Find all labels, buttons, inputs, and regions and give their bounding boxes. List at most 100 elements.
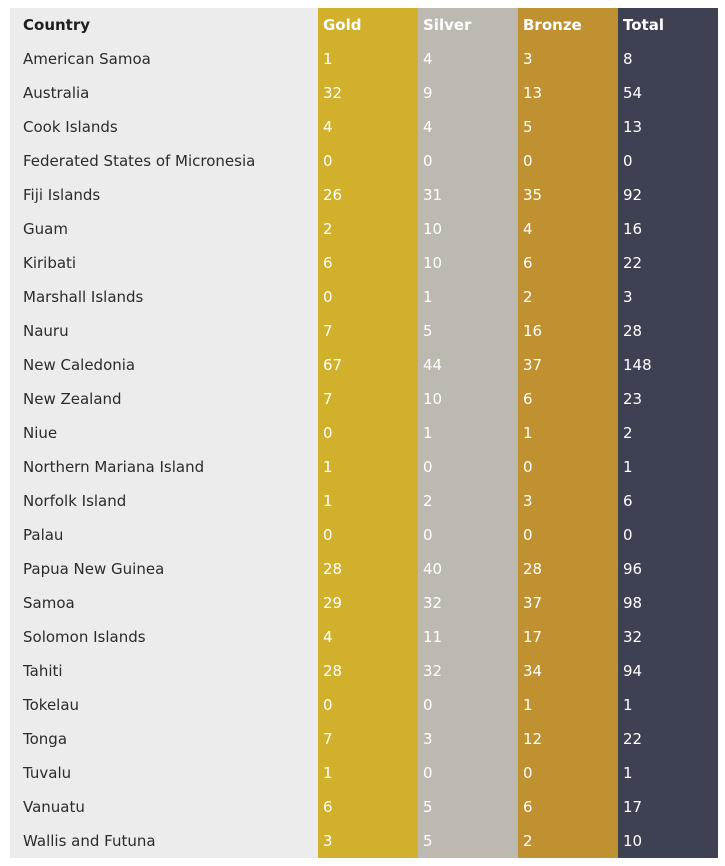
cell-gold: 6 — [318, 246, 418, 280]
cell-total: 16 — [618, 212, 718, 246]
cell-silver: 0 — [418, 450, 518, 484]
cell-country: Tonga — [10, 722, 318, 756]
cell-silver: 10 — [418, 382, 518, 416]
table-row: Tonga 7 3 12 22 — [10, 722, 718, 756]
cell-gold: 28 — [318, 654, 418, 688]
cell-bronze: 6 — [518, 790, 618, 824]
cell-bronze: 35 — [518, 178, 618, 212]
cell-country: Northern Mariana Island — [10, 450, 318, 484]
header-total[interactable]: Total — [618, 8, 718, 42]
cell-gold: 0 — [318, 688, 418, 722]
cell-country: American Samoa — [10, 42, 318, 76]
table-row: New Zealand 7 10 6 23 — [10, 382, 718, 416]
table-row: Vanuatu 6 5 6 17 — [10, 790, 718, 824]
cell-gold: 3 — [318, 824, 418, 858]
table-row: Tahiti 28 32 34 94 — [10, 654, 718, 688]
cell-gold: 1 — [318, 450, 418, 484]
cell-bronze: 34 — [518, 654, 618, 688]
cell-bronze: 37 — [518, 348, 618, 382]
cell-country: Fiji Islands — [10, 178, 318, 212]
table-row: Cook Islands 4 4 5 13 — [10, 110, 718, 144]
cell-country: Norfolk Island — [10, 484, 318, 518]
table-row: Tuvalu 1 0 0 1 — [10, 756, 718, 790]
cell-gold: 67 — [318, 348, 418, 382]
table-row: Solomon Islands 4 11 17 32 — [10, 620, 718, 654]
cell-bronze: 0 — [518, 756, 618, 790]
header-silver[interactable]: Silver — [418, 8, 518, 42]
cell-country: Marshall Islands — [10, 280, 318, 314]
cell-silver: 11 — [418, 620, 518, 654]
cell-bronze: 37 — [518, 586, 618, 620]
cell-total: 96 — [618, 552, 718, 586]
cell-gold: 26 — [318, 178, 418, 212]
cell-bronze: 3 — [518, 484, 618, 518]
header-country[interactable]: Country — [10, 8, 318, 42]
cell-total: 23 — [618, 382, 718, 416]
cell-gold: 28 — [318, 552, 418, 586]
table-row: New Caledonia 67 44 37 148 — [10, 348, 718, 382]
cell-silver: 0 — [418, 756, 518, 790]
table-row: American Samoa 1 4 3 8 — [10, 42, 718, 76]
cell-gold: 0 — [318, 518, 418, 552]
cell-country: Niue — [10, 416, 318, 450]
header-bronze[interactable]: Bronze — [518, 8, 618, 42]
cell-gold: 7 — [318, 382, 418, 416]
cell-silver: 0 — [418, 144, 518, 178]
cell-bronze: 0 — [518, 450, 618, 484]
table-row: Marshall Islands 0 1 2 3 — [10, 280, 718, 314]
cell-bronze: 1 — [518, 416, 618, 450]
table-row: Papua New Guinea 28 40 28 96 — [10, 552, 718, 586]
table-row: Northern Mariana Island 1 0 0 1 — [10, 450, 718, 484]
cell-total: 98 — [618, 586, 718, 620]
cell-silver: 32 — [418, 586, 518, 620]
cell-gold: 7 — [318, 722, 418, 756]
cell-gold: 6 — [318, 790, 418, 824]
cell-silver: 1 — [418, 280, 518, 314]
cell-gold: 0 — [318, 416, 418, 450]
cell-silver: 10 — [418, 246, 518, 280]
cell-bronze: 3 — [518, 42, 618, 76]
cell-silver: 32 — [418, 654, 518, 688]
cell-total: 148 — [618, 348, 718, 382]
cell-bronze: 28 — [518, 552, 618, 586]
table-header-row: Country Gold Silver Bronze Total — [10, 8, 718, 42]
header-gold[interactable]: Gold — [318, 8, 418, 42]
cell-silver: 1 — [418, 416, 518, 450]
cell-country: Tahiti — [10, 654, 318, 688]
cell-silver: 9 — [418, 76, 518, 110]
table-row: Samoa 29 32 37 98 — [10, 586, 718, 620]
cell-total: 2 — [618, 416, 718, 450]
cell-silver: 40 — [418, 552, 518, 586]
cell-total: 1 — [618, 756, 718, 790]
table-row: Wallis and Futuna 3 5 2 10 — [10, 824, 718, 858]
table-row: Nauru 7 5 16 28 — [10, 314, 718, 348]
cell-gold: 2 — [318, 212, 418, 246]
cell-bronze: 1 — [518, 688, 618, 722]
cell-bronze: 12 — [518, 722, 618, 756]
cell-total: 6 — [618, 484, 718, 518]
table-row: Kiribati 6 10 6 22 — [10, 246, 718, 280]
cell-country: Australia — [10, 76, 318, 110]
table-row: Fiji Islands 26 31 35 92 — [10, 178, 718, 212]
cell-total: 92 — [618, 178, 718, 212]
cell-country: Federated States of Micronesia — [10, 144, 318, 178]
cell-country: Tokelau — [10, 688, 318, 722]
cell-silver: 5 — [418, 790, 518, 824]
cell-gold: 29 — [318, 586, 418, 620]
cell-total: 8 — [618, 42, 718, 76]
cell-gold: 1 — [318, 42, 418, 76]
cell-silver: 5 — [418, 824, 518, 858]
cell-total: 22 — [618, 722, 718, 756]
cell-bronze: 16 — [518, 314, 618, 348]
cell-country: Guam — [10, 212, 318, 246]
table-row: Palau 0 0 0 0 — [10, 518, 718, 552]
table-row: Tokelau 0 0 1 1 — [10, 688, 718, 722]
cell-silver: 31 — [418, 178, 518, 212]
table-row: Australia 32 9 13 54 — [10, 76, 718, 110]
table-body: American Samoa 1 4 3 8 Australia 32 9 13 54 Cook I… — [10, 42, 718, 858]
cell-country: Vanuatu — [10, 790, 318, 824]
cell-total: 1 — [618, 688, 718, 722]
cell-silver: 44 — [418, 348, 518, 382]
cell-total: 28 — [618, 314, 718, 348]
cell-total: 17 — [618, 790, 718, 824]
